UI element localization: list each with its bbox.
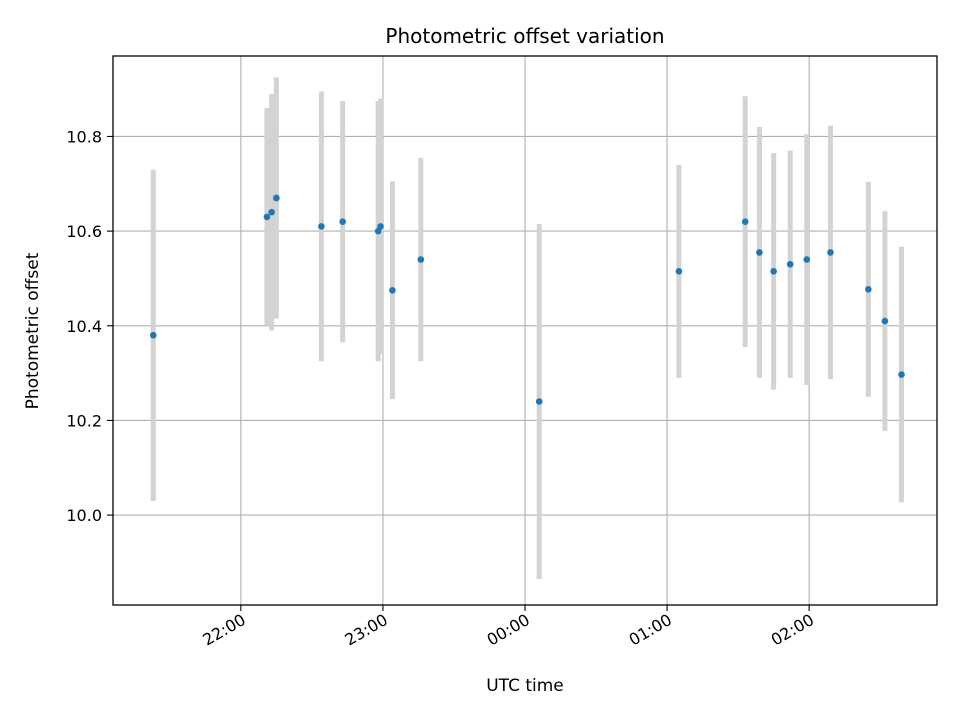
data-point bbox=[263, 213, 271, 221]
data-point bbox=[268, 208, 275, 216]
data-point bbox=[865, 286, 872, 293]
y-tick-label: 10.2 bbox=[66, 411, 102, 430]
data-point bbox=[318, 223, 325, 230]
data-point bbox=[417, 256, 425, 263]
y-axis-ticks: 10.0 10.2 10.4 10.6 10.8 bbox=[66, 127, 113, 525]
chart-title: Photometric offset variation bbox=[385, 24, 664, 48]
data-point bbox=[770, 268, 777, 275]
y-tick-label: 10.0 bbox=[66, 506, 102, 525]
data-point bbox=[786, 260, 794, 268]
data-point bbox=[741, 218, 749, 225]
data-point bbox=[827, 249, 834, 256]
y-tick-label: 10.6 bbox=[66, 222, 102, 241]
data-point bbox=[339, 218, 346, 225]
data-point bbox=[377, 223, 384, 230]
data-point bbox=[675, 268, 683, 275]
data-point bbox=[881, 317, 889, 325]
y-axis-title: Photometric offset bbox=[23, 252, 43, 409]
data-point bbox=[273, 194, 280, 202]
data-point bbox=[389, 286, 396, 294]
data-points bbox=[149, 194, 905, 405]
x-axis-title: UTC time bbox=[486, 676, 564, 696]
y-tick-label: 10.8 bbox=[66, 127, 102, 146]
y-tick-label: 10.4 bbox=[66, 317, 102, 336]
data-point bbox=[898, 371, 905, 378]
data-point bbox=[756, 249, 763, 256]
data-point bbox=[535, 398, 543, 405]
data-point bbox=[149, 331, 157, 339]
data-point bbox=[803, 256, 811, 263]
